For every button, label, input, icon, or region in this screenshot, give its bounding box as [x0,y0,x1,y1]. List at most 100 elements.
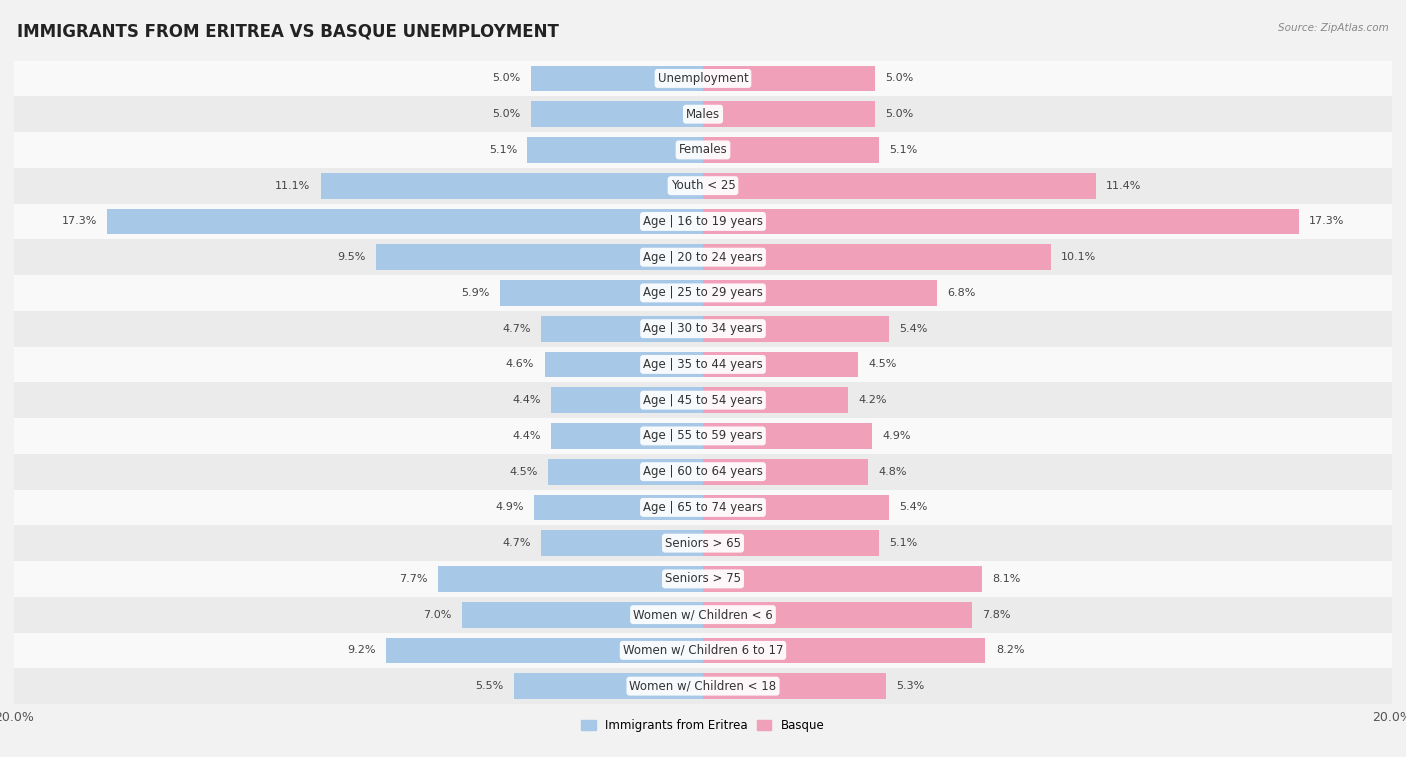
Text: 4.9%: 4.9% [882,431,911,441]
Text: 10.1%: 10.1% [1062,252,1097,262]
Text: 5.1%: 5.1% [489,145,517,155]
Bar [107,208,703,235]
Text: 4.5%: 4.5% [869,360,897,369]
Bar [703,494,889,520]
Bar [703,566,981,592]
Text: 9.5%: 9.5% [337,252,366,262]
Bar [14,132,1392,168]
Bar [14,239,1392,275]
Text: Seniors > 65: Seniors > 65 [665,537,741,550]
Bar [548,459,703,484]
Bar [703,388,848,413]
Bar [14,418,1392,453]
Bar [703,459,869,484]
Text: Women w/ Children < 6: Women w/ Children < 6 [633,608,773,621]
Bar [14,561,1392,597]
Text: 11.4%: 11.4% [1107,181,1142,191]
Text: 4.7%: 4.7% [502,324,531,334]
Text: Females: Females [679,143,727,157]
Bar [534,494,703,520]
Bar [14,668,1392,704]
Bar [703,423,872,449]
Bar [703,316,889,341]
Bar [703,101,875,127]
Text: 5.4%: 5.4% [900,503,928,512]
Bar [14,96,1392,132]
Bar [531,101,703,127]
Text: Age | 45 to 54 years: Age | 45 to 54 years [643,394,763,407]
Text: Seniors > 75: Seniors > 75 [665,572,741,585]
Text: 17.3%: 17.3% [62,217,97,226]
Bar [544,351,703,377]
Text: 8.1%: 8.1% [993,574,1021,584]
Bar [14,597,1392,633]
Text: 5.3%: 5.3% [896,681,924,691]
Bar [14,204,1392,239]
Text: 5.1%: 5.1% [889,538,917,548]
Bar [14,347,1392,382]
Bar [14,168,1392,204]
Bar [321,173,703,198]
Bar [14,453,1392,490]
Bar [703,66,875,92]
Bar [703,637,986,663]
Text: Males: Males [686,107,720,120]
Text: 5.0%: 5.0% [886,73,914,83]
Text: Age | 65 to 74 years: Age | 65 to 74 years [643,501,763,514]
Bar [375,245,703,270]
Text: Age | 20 to 24 years: Age | 20 to 24 years [643,251,763,263]
Bar [703,245,1050,270]
Bar [14,311,1392,347]
Bar [527,137,703,163]
Text: 7.8%: 7.8% [981,609,1011,620]
Bar [541,531,703,556]
Text: 5.5%: 5.5% [475,681,503,691]
Bar [14,525,1392,561]
Text: Age | 55 to 59 years: Age | 55 to 59 years [643,429,763,442]
Text: 4.4%: 4.4% [513,431,541,441]
Text: Age | 60 to 64 years: Age | 60 to 64 years [643,465,763,478]
Text: 4.6%: 4.6% [506,360,534,369]
Bar [499,280,703,306]
Text: 17.3%: 17.3% [1309,217,1344,226]
Text: Age | 30 to 34 years: Age | 30 to 34 years [643,322,763,335]
Text: IMMIGRANTS FROM ERITREA VS BASQUE UNEMPLOYMENT: IMMIGRANTS FROM ERITREA VS BASQUE UNEMPL… [17,23,558,41]
Bar [703,208,1299,235]
Bar [703,531,879,556]
Text: 7.0%: 7.0% [423,609,451,620]
Bar [14,275,1392,311]
Text: 5.4%: 5.4% [900,324,928,334]
Text: Unemployment: Unemployment [658,72,748,85]
Bar [14,490,1392,525]
Bar [703,173,1095,198]
Bar [14,61,1392,96]
Text: 4.9%: 4.9% [495,503,524,512]
Text: 4.7%: 4.7% [502,538,531,548]
Text: 4.2%: 4.2% [858,395,887,405]
Text: Age | 25 to 29 years: Age | 25 to 29 years [643,286,763,300]
Text: 7.7%: 7.7% [399,574,427,584]
Text: 4.4%: 4.4% [513,395,541,405]
Text: 4.8%: 4.8% [879,466,907,477]
Bar [703,602,972,628]
Bar [551,423,703,449]
Text: Age | 16 to 19 years: Age | 16 to 19 years [643,215,763,228]
Text: Women w/ Children 6 to 17: Women w/ Children 6 to 17 [623,644,783,657]
Bar [531,66,703,92]
Text: 5.0%: 5.0% [886,109,914,119]
Bar [551,388,703,413]
Bar [513,673,703,699]
Text: 5.0%: 5.0% [492,109,520,119]
Bar [703,673,886,699]
Text: 5.1%: 5.1% [889,145,917,155]
Text: Women w/ Children < 18: Women w/ Children < 18 [630,680,776,693]
Text: 6.8%: 6.8% [948,288,976,298]
Text: Youth < 25: Youth < 25 [671,179,735,192]
Text: 4.5%: 4.5% [509,466,537,477]
Bar [703,280,938,306]
Bar [14,633,1392,668]
Bar [461,602,703,628]
Text: 5.0%: 5.0% [492,73,520,83]
Text: 11.1%: 11.1% [276,181,311,191]
Text: 8.2%: 8.2% [995,646,1025,656]
